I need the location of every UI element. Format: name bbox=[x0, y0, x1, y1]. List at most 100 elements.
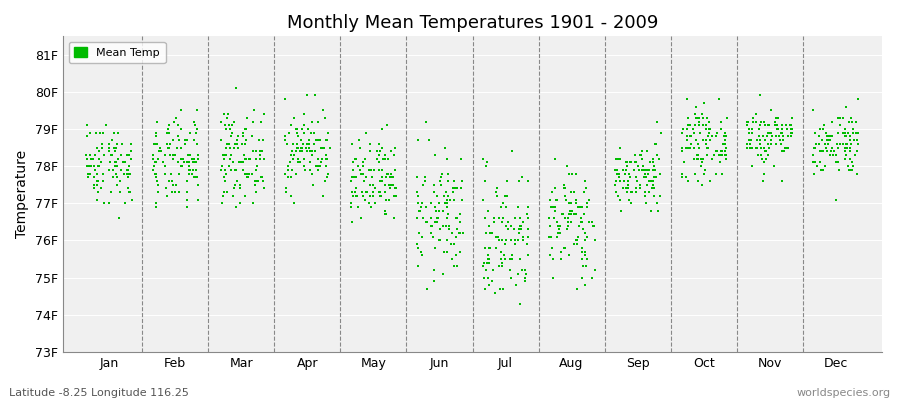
Point bbox=[609, 178, 624, 184]
Point bbox=[302, 167, 317, 173]
Point bbox=[428, 219, 443, 225]
Point bbox=[749, 111, 763, 117]
Point bbox=[823, 133, 837, 140]
Point bbox=[124, 141, 139, 147]
Point bbox=[716, 141, 730, 147]
Point bbox=[455, 230, 470, 236]
Point bbox=[86, 182, 101, 188]
Point bbox=[314, 159, 328, 166]
Point bbox=[521, 178, 535, 184]
Point bbox=[816, 167, 831, 173]
Point bbox=[742, 126, 756, 132]
Point bbox=[236, 159, 250, 166]
Point bbox=[109, 144, 123, 151]
Point bbox=[350, 163, 365, 169]
Point bbox=[303, 148, 318, 154]
Point bbox=[104, 189, 118, 195]
Point bbox=[717, 141, 732, 147]
Point bbox=[290, 126, 304, 132]
Point bbox=[821, 141, 835, 147]
Point bbox=[755, 156, 770, 162]
Point bbox=[544, 234, 559, 240]
Point bbox=[279, 185, 293, 192]
Point bbox=[515, 174, 529, 180]
Point bbox=[845, 118, 859, 125]
Point bbox=[362, 200, 376, 206]
Point bbox=[749, 118, 763, 125]
Point bbox=[171, 122, 185, 128]
Point bbox=[760, 133, 774, 140]
Point bbox=[94, 141, 109, 147]
Point bbox=[498, 193, 512, 199]
Point bbox=[160, 141, 175, 147]
Point bbox=[184, 130, 198, 136]
Point bbox=[146, 167, 160, 173]
Point bbox=[814, 167, 828, 173]
Point bbox=[86, 174, 101, 180]
Point bbox=[492, 215, 507, 221]
Point bbox=[351, 204, 365, 210]
Point bbox=[691, 141, 706, 147]
Point bbox=[224, 130, 238, 136]
Point bbox=[840, 141, 854, 147]
Point bbox=[756, 144, 770, 151]
Point bbox=[91, 178, 105, 184]
Point bbox=[278, 137, 293, 143]
Point bbox=[123, 156, 138, 162]
Point bbox=[356, 163, 370, 169]
Point bbox=[449, 215, 464, 221]
Point bbox=[418, 219, 433, 225]
Point bbox=[749, 144, 763, 151]
Point bbox=[784, 130, 798, 136]
Point bbox=[642, 178, 656, 184]
Point bbox=[148, 159, 162, 166]
Point bbox=[680, 178, 695, 184]
Point bbox=[235, 141, 249, 147]
Point bbox=[150, 182, 165, 188]
Point bbox=[545, 256, 560, 262]
Point bbox=[548, 204, 562, 210]
Point bbox=[438, 222, 453, 229]
Point bbox=[242, 170, 256, 177]
Point bbox=[164, 170, 178, 177]
Point bbox=[839, 133, 853, 140]
Point bbox=[488, 289, 502, 296]
Point bbox=[436, 222, 451, 229]
Point bbox=[619, 163, 634, 169]
Point bbox=[785, 114, 799, 121]
Point bbox=[500, 226, 515, 232]
Point bbox=[83, 130, 97, 136]
Point bbox=[277, 133, 292, 140]
Point bbox=[478, 178, 492, 184]
Point bbox=[81, 170, 95, 177]
Point bbox=[423, 230, 437, 236]
Point bbox=[441, 170, 455, 177]
Point bbox=[493, 286, 508, 292]
Point bbox=[362, 167, 376, 173]
Point bbox=[688, 111, 702, 117]
Point bbox=[692, 144, 706, 151]
Point bbox=[498, 256, 512, 262]
Point bbox=[214, 167, 229, 173]
Point bbox=[248, 182, 262, 188]
Point bbox=[558, 245, 572, 251]
Point bbox=[386, 182, 400, 188]
Point bbox=[227, 185, 241, 192]
Point bbox=[578, 248, 592, 255]
Point bbox=[182, 163, 196, 169]
Point bbox=[576, 263, 590, 270]
Point bbox=[763, 130, 778, 136]
Point bbox=[216, 174, 230, 180]
Point bbox=[845, 167, 859, 173]
Point bbox=[246, 118, 260, 125]
Point bbox=[247, 200, 261, 206]
Point bbox=[508, 241, 522, 247]
Point bbox=[762, 122, 777, 128]
Point bbox=[494, 263, 508, 270]
Point bbox=[514, 226, 528, 232]
Point bbox=[230, 141, 244, 147]
Point bbox=[344, 178, 358, 184]
Point bbox=[715, 152, 729, 158]
Point bbox=[649, 141, 663, 147]
Point bbox=[289, 126, 303, 132]
